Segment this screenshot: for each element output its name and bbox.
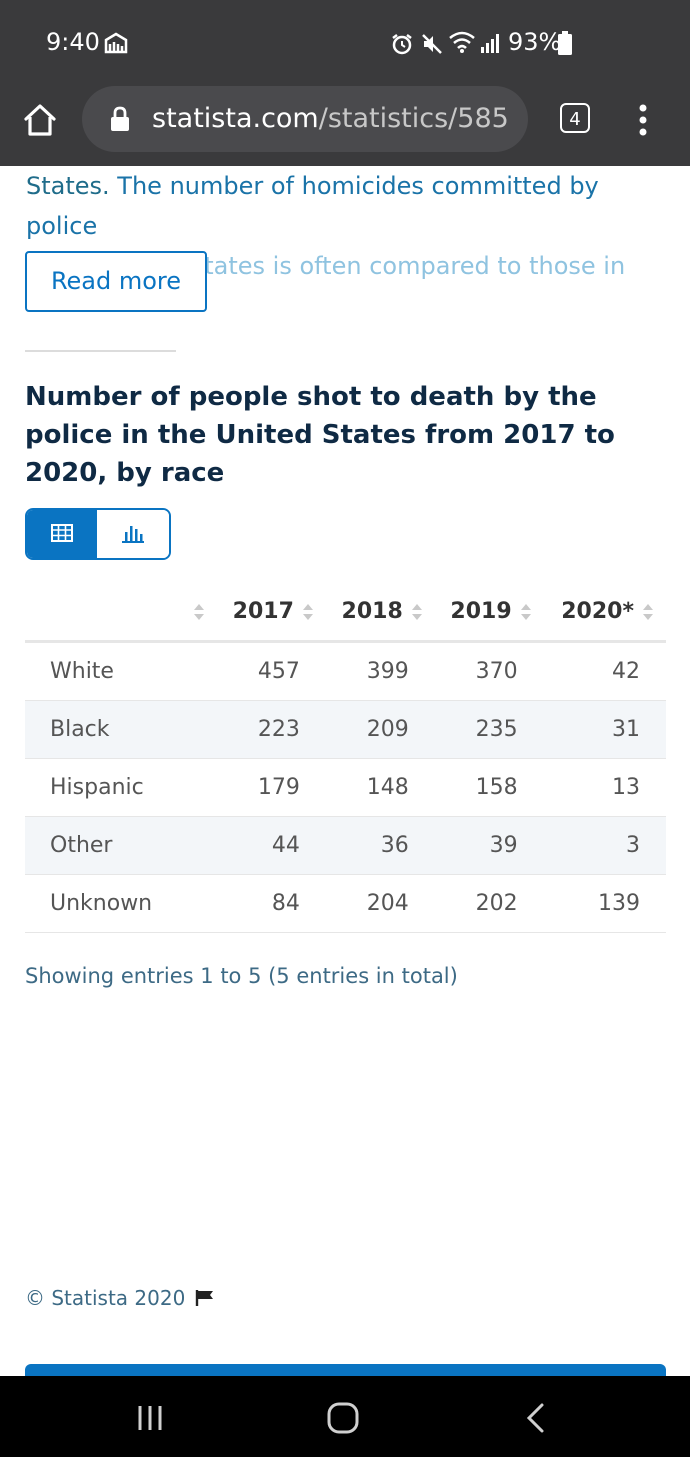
system-navigation-bar — [0, 1376, 690, 1457]
mute-icon — [422, 34, 442, 54]
entries-info: Showing entries 1 to 5 (5 entries in tot… — [25, 964, 458, 988]
alarm-icon — [392, 34, 412, 55]
url-domain: statista.com — [152, 103, 319, 134]
home-nav-icon[interactable] — [327, 1402, 359, 1434]
table-cell: 13 — [543, 758, 666, 817]
sort-icon — [643, 603, 653, 620]
sort-icon — [520, 603, 531, 620]
lock-icon — [111, 106, 129, 131]
home-icon[interactable] — [22, 102, 58, 138]
address-bar[interactable]: statista.com/statistics/585 — [82, 86, 528, 152]
header-2017[interactable]: 2017 — [217, 582, 326, 643]
table-cell: 457 — [217, 641, 326, 701]
view-toggle — [25, 508, 171, 560]
table-row: Unknown 84 204 202 139 — [25, 874, 666, 933]
row-label: Unknown — [25, 874, 217, 933]
url-text: statista.com/statistics/585 — [152, 103, 509, 134]
wifi-icon — [449, 31, 475, 53]
browser-toolbar: statista.com/statistics/585 4 — [0, 86, 690, 166]
table-cell: 139 — [543, 874, 666, 933]
header-2019[interactable]: 2019 — [434, 582, 544, 643]
table-grid-icon — [51, 524, 73, 542]
divider — [25, 350, 176, 352]
table-cell: 370 — [434, 641, 544, 701]
table-cell: 202 — [434, 874, 544, 933]
flag-icon[interactable] — [195, 1289, 215, 1307]
intro-link[interactable]: The number of homicides committed by pol… — [26, 172, 599, 240]
header-2019-label: 2019 — [450, 598, 512, 624]
bottom-blue-bar[interactable] — [25, 1364, 666, 1378]
table-row: Other 44 36 39 3 — [25, 816, 666, 875]
table-cell: 158 — [434, 758, 544, 817]
table-header-row: 2017 2018 2019 2020* — [25, 582, 666, 643]
table-cell: 84 — [217, 874, 326, 933]
table-cell: 399 — [325, 641, 435, 701]
header-label-column[interactable] — [25, 582, 217, 643]
cast-icon — [104, 32, 128, 54]
header-2020[interactable]: 2020* — [543, 582, 666, 643]
table-cell: 39 — [434, 816, 544, 875]
table-cell: 209 — [325, 700, 435, 759]
status-time: 9:40 — [46, 28, 100, 56]
table-row: White 457 399 370 42 — [25, 641, 666, 701]
header-2017-label: 2017 — [232, 598, 294, 624]
tab-switcher-button[interactable]: 4 — [560, 103, 590, 133]
sort-icon — [411, 603, 422, 620]
copyright-text: © Statista 2020 — [25, 1286, 186, 1310]
table-row: Black 223 209 235 31 — [25, 700, 666, 759]
sort-icon — [194, 603, 204, 620]
recent-apps-icon[interactable] — [136, 1404, 164, 1432]
signal-icon — [481, 34, 499, 53]
row-label: White — [25, 641, 217, 701]
chart-title: Number of people shot to death by the po… — [25, 382, 615, 488]
table-cell: 3 — [543, 816, 666, 875]
sort-icon — [302, 603, 313, 620]
row-label: Other — [25, 816, 217, 875]
row-label: Hispanic — [25, 758, 217, 817]
header-2018-label: 2018 — [341, 598, 403, 624]
chart-view-button[interactable] — [97, 510, 169, 558]
data-table: 2017 2018 2019 2020* White 457 399 370 4… — [25, 582, 666, 933]
table-cell: 42 — [543, 641, 666, 701]
bar-chart-icon — [122, 526, 144, 543]
row-label: Black — [25, 700, 217, 759]
read-more-button[interactable]: Read more — [25, 251, 207, 312]
table-view-button[interactable] — [27, 510, 97, 558]
header-2018[interactable]: 2018 — [325, 582, 435, 643]
table-cell: 36 — [325, 816, 435, 875]
table-row: Hispanic 179 148 158 13 — [25, 758, 666, 817]
table-cell: 31 — [543, 700, 666, 759]
url-path: /statistics/585 — [318, 103, 509, 134]
table-cell: 223 — [217, 700, 326, 759]
copyright: © Statista 2020 — [25, 1286, 215, 1310]
table-cell: 148 — [325, 758, 435, 817]
status-bar: 9:40 93% — [0, 0, 690, 86]
table-cell: 235 — [434, 700, 544, 759]
table-cell: 44 — [217, 816, 326, 875]
battery-icon — [558, 31, 572, 55]
intro-plain: States. — [26, 172, 118, 200]
back-icon[interactable] — [524, 1402, 546, 1434]
header-2020-label: 2020* — [561, 598, 634, 624]
battery-percent: 93% — [508, 28, 562, 56]
table-cell: 179 — [217, 758, 326, 817]
more-options-icon[interactable] — [636, 102, 650, 138]
table-cell: 204 — [325, 874, 435, 933]
